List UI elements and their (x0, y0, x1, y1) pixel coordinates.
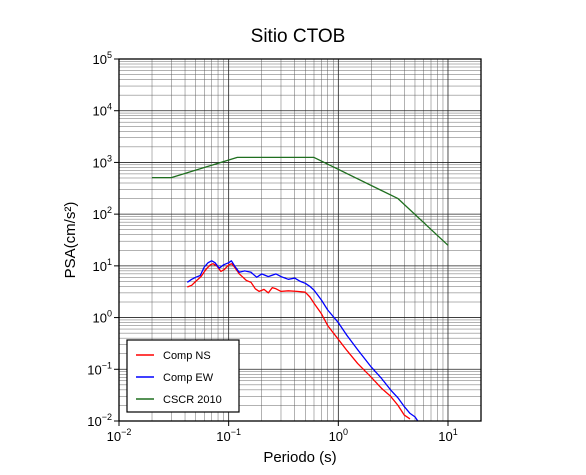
y-axis-ticks: 10−2 10−1 100 101 102 103 104 105 (87, 50, 119, 429)
x-tick-label: 100 (329, 427, 348, 444)
x-tick-label: 10−2 (107, 427, 132, 444)
y-tick-label: 10−1 (87, 360, 112, 377)
legend-label: Comp EW (163, 372, 214, 384)
y-tick-label: 100 (93, 309, 112, 326)
y-tick-label: 102 (93, 205, 112, 222)
x-axis-ticks: 10−2 10−1 100 101 (107, 421, 458, 444)
y-axis-label: PSA(cm/s²) (62, 202, 79, 279)
x-axis-label: Periodo (s) (263, 449, 336, 466)
y-tick-label: 104 (93, 102, 112, 119)
y-tick-label: 101 (93, 257, 112, 274)
y-tick-label: 103 (93, 153, 112, 170)
series-layer (152, 156, 449, 422)
plot-frame (118, 58, 482, 422)
series-line-comp-ns (187, 263, 411, 420)
legend: Comp NS Comp EW CSCR 2010 (126, 339, 240, 413)
minor-grid (119, 59, 482, 421)
series-line-cscr-2010 (152, 156, 449, 246)
x-tick-label: 101 (438, 427, 457, 444)
legend-label: CSCR 2010 (163, 394, 222, 406)
series-line-comp-ew (186, 260, 419, 422)
y-tick-label: 10−2 (87, 412, 112, 429)
legend-label: Comp NS (163, 350, 211, 362)
y-tick-label: 105 (93, 50, 112, 67)
chart-title: Sitio CTOB (251, 26, 346, 47)
y-axis-label-text: PSA(cm/s²) (62, 202, 79, 279)
x-tick-label: 10−1 (216, 427, 241, 444)
legend-box (126, 339, 240, 413)
